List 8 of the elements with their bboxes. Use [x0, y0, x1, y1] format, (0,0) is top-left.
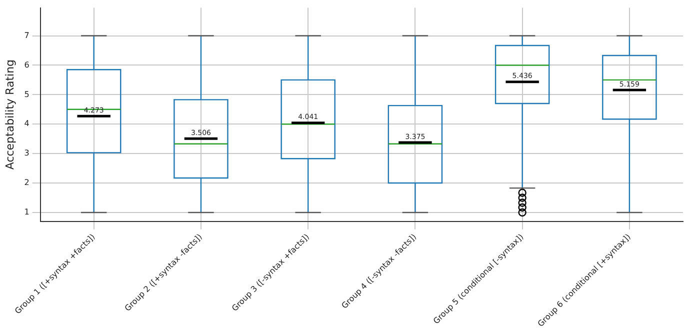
y-tick-label: 6: [24, 60, 30, 70]
y-tick-label: 7: [24, 30, 30, 40]
y-tick-label: 5: [24, 90, 30, 99]
y-axis-title: Acceptability Rating: [3, 59, 16, 170]
y-tick-label: 3: [24, 148, 30, 158]
y-tick-label: 4: [24, 119, 30, 128]
y-tick-label: 1: [24, 208, 30, 217]
y-tick-label: 2: [24, 178, 30, 188]
